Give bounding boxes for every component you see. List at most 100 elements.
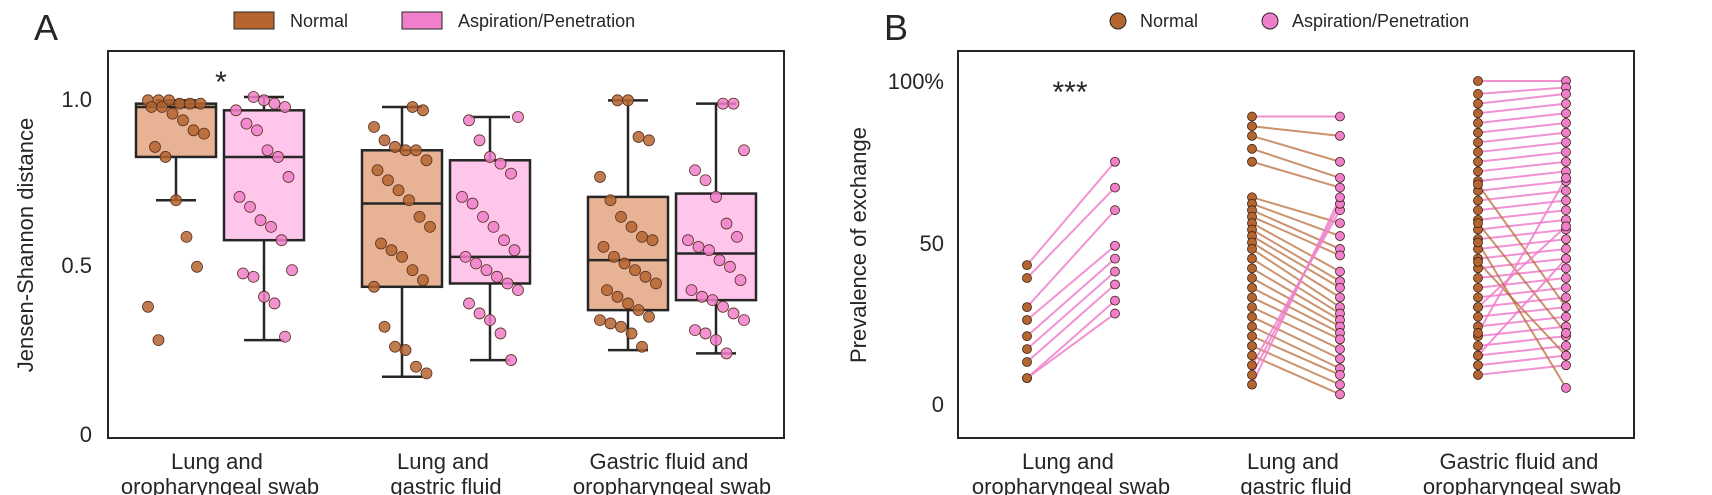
pair-line-1-7 — [1251, 209, 1341, 250]
point-normal-0-11 — [198, 127, 210, 140]
point-aspiration-1-21 — [494, 327, 507, 340]
point-aspiration-0-14 — [275, 234, 288, 247]
pair-normal-point-1-24 — [1247, 350, 1257, 361]
point-normal-2-7 — [625, 220, 638, 233]
pair-normal-point-2-35 — [1473, 328, 1483, 338]
pair-line-1-20 — [1251, 315, 1341, 360]
pair-line-1-27 — [1251, 196, 1341, 386]
point-aspiration-2-19 — [738, 314, 750, 327]
panel-a-ytick-0: 0 — [80, 422, 92, 447]
point-normal-1-13 — [424, 220, 436, 233]
point-aspiration-2-3 — [689, 164, 701, 177]
pair-aspiration-point-1-9 — [1335, 266, 1345, 277]
point-normal-2-1 — [622, 94, 634, 107]
panel-b-ytick-100: 100% — [888, 69, 944, 94]
panel-a-letter: A — [34, 7, 58, 48]
point-normal-2-18 — [622, 297, 634, 310]
pair-aspiration-point-2-25 — [1561, 311, 1571, 322]
point-aspiration-2-2 — [738, 144, 750, 157]
point-normal-0-8 — [166, 107, 179, 120]
panel-b-x-axis: Lung and oropharyngeal swab Lung and gas… — [972, 449, 1621, 495]
pair-line-2-36 — [1477, 257, 1567, 357]
point-normal-2-4 — [594, 171, 606, 183]
point-normal-0-5 — [194, 97, 207, 110]
pair-line-2-3 — [1477, 102, 1567, 115]
pair-aspiration-point-1-12 — [1335, 292, 1345, 303]
point-aspiration-1-2 — [473, 134, 486, 147]
pair-line-1-4 — [1251, 160, 1341, 189]
panel-b-plot-frame — [957, 50, 1635, 439]
pair-line-2-26 — [1477, 325, 1567, 338]
point-normal-0-6 — [145, 101, 158, 113]
pair-aspiration-point-0-5 — [1110, 266, 1120, 277]
pair-line-2-4 — [1477, 112, 1567, 124]
point-aspiration-2-18 — [727, 307, 740, 320]
pair-line-2-1 — [1477, 86, 1567, 95]
pair-aspiration-point-2-20 — [1561, 263, 1571, 274]
panel-b-ytick-0: 0 — [932, 392, 944, 417]
point-normal-2-14 — [639, 270, 652, 283]
panel-b-ylabel: Prevalence of exchange — [846, 127, 871, 363]
pair-normal-point-2-22 — [1473, 292, 1483, 303]
pair-normal-point-2-24 — [1473, 311, 1483, 322]
legend-a-aspiration-swatch — [401, 11, 443, 30]
box-normal-2 — [586, 195, 670, 312]
pair-normal-point-2-29 — [1473, 360, 1483, 371]
pair-aspiration-point-0-0 — [1110, 156, 1120, 167]
pair-aspiration-point-1-4 — [1335, 182, 1345, 193]
pair-line-0-3 — [1026, 244, 1116, 321]
point-aspiration-0-7 — [261, 144, 274, 157]
point-normal-0-12 — [149, 141, 161, 153]
pair-aspiration-point-2-18 — [1561, 244, 1571, 254]
panel-a-boxes — [134, 95, 758, 378]
pair-aspiration-point-0-4 — [1110, 253, 1120, 264]
pair-line-1-21 — [1251, 325, 1341, 370]
pair-line-2-25 — [1477, 315, 1567, 328]
panel-b-lines — [1026, 80, 1567, 396]
point-normal-1-15 — [385, 244, 398, 257]
box-aspiration-1 — [448, 159, 532, 285]
pair-line-2-30 — [1477, 364, 1567, 376]
pair-line-0-2 — [1026, 209, 1116, 308]
point-aspiration-1-22 — [505, 354, 517, 366]
pair-normal-point-1-4 — [1247, 156, 1257, 167]
point-aspiration-1-6 — [456, 190, 468, 203]
point-normal-1-9 — [382, 174, 394, 187]
point-normal-2-13 — [629, 264, 641, 277]
pair-normal-point-1-22 — [1247, 331, 1257, 342]
panel-a-xtick-3: Gastric fluid and oropharyngeal swab — [573, 449, 771, 495]
pair-normal-point-2-0 — [1473, 76, 1483, 86]
pair-line-1-15 — [1251, 267, 1341, 321]
pair-line-1-8 — [1251, 215, 1341, 257]
point-aspiration-0-5 — [240, 117, 253, 130]
pair-line-2-2 — [1477, 92, 1567, 105]
pair-line-2-22 — [1477, 286, 1567, 299]
pair-normal-point-0-6 — [1022, 357, 1032, 367]
point-normal-1-21 — [389, 340, 401, 353]
pair-aspiration-point-2-9 — [1561, 156, 1571, 167]
point-normal-1-16 — [396, 250, 408, 263]
panel-b-xtick-1: Lung and oropharyngeal swab — [972, 449, 1170, 495]
pair-line-2-9 — [1477, 160, 1567, 173]
point-normal-0-3 — [173, 97, 186, 110]
point-normal-1-5 — [399, 144, 412, 157]
pair-line-0-6 — [1026, 283, 1116, 363]
point-normal-2-17 — [611, 290, 624, 303]
pair-line-2-7 — [1477, 141, 1567, 154]
point-aspiration-1-11 — [508, 244, 521, 257]
panel-b-points — [1022, 76, 1571, 400]
point-aspiration-2-12 — [724, 260, 736, 273]
pair-aspiration-point-2-6 — [1561, 127, 1571, 138]
pair-normal-point-2-21 — [1473, 282, 1483, 293]
pair-aspiration-point-0-1 — [1110, 182, 1120, 193]
pair-line-2-16 — [1477, 228, 1567, 241]
point-aspiration-0-12 — [254, 214, 267, 227]
pair-normal-point-1-25 — [1247, 360, 1257, 371]
point-aspiration-1-12 — [459, 250, 472, 263]
point-normal-1-24 — [420, 367, 433, 380]
panel-a-ylabel: Jensen-Shannon distance — [13, 118, 38, 372]
pair-line-1-11 — [1251, 235, 1341, 289]
legend-a-aspiration-label: Aspiration/Penetration — [458, 11, 635, 31]
point-aspiration-1-3 — [484, 151, 496, 163]
